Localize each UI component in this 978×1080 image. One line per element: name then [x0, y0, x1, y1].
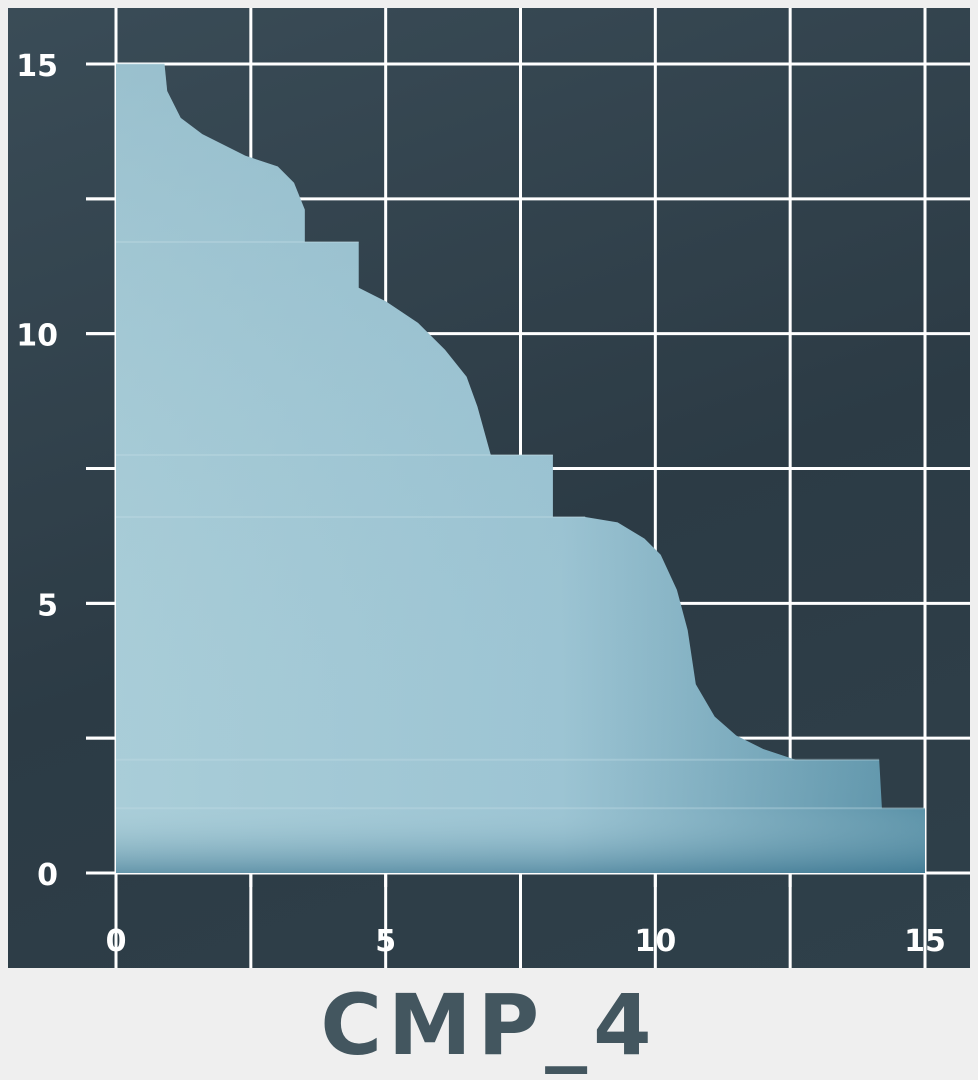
chart-plot: 0 5 10 15 0 5 10 15: [16, 8, 970, 968]
x-tick-label: 10: [634, 924, 676, 959]
x-tick-label: 0: [106, 924, 127, 959]
axis-ticks: [86, 62, 927, 887]
axis-tick-labels: 0 5 10 15 0 5 10 15: [16, 49, 946, 959]
y-tick-label: 0: [37, 858, 58, 893]
x-tick-label: 15: [904, 924, 946, 959]
chart-panel: 0 5 10 15 0 5 10 15: [8, 8, 970, 968]
chart-title: CMP_4: [320, 976, 658, 1074]
y-tick-label: 15: [16, 49, 58, 84]
area-shading: [116, 64, 925, 873]
area-series: [116, 63, 925, 873]
y-tick-label: 5: [37, 588, 58, 623]
y-tick-label: 10: [16, 319, 58, 354]
x-tick-label: 5: [375, 924, 396, 959]
